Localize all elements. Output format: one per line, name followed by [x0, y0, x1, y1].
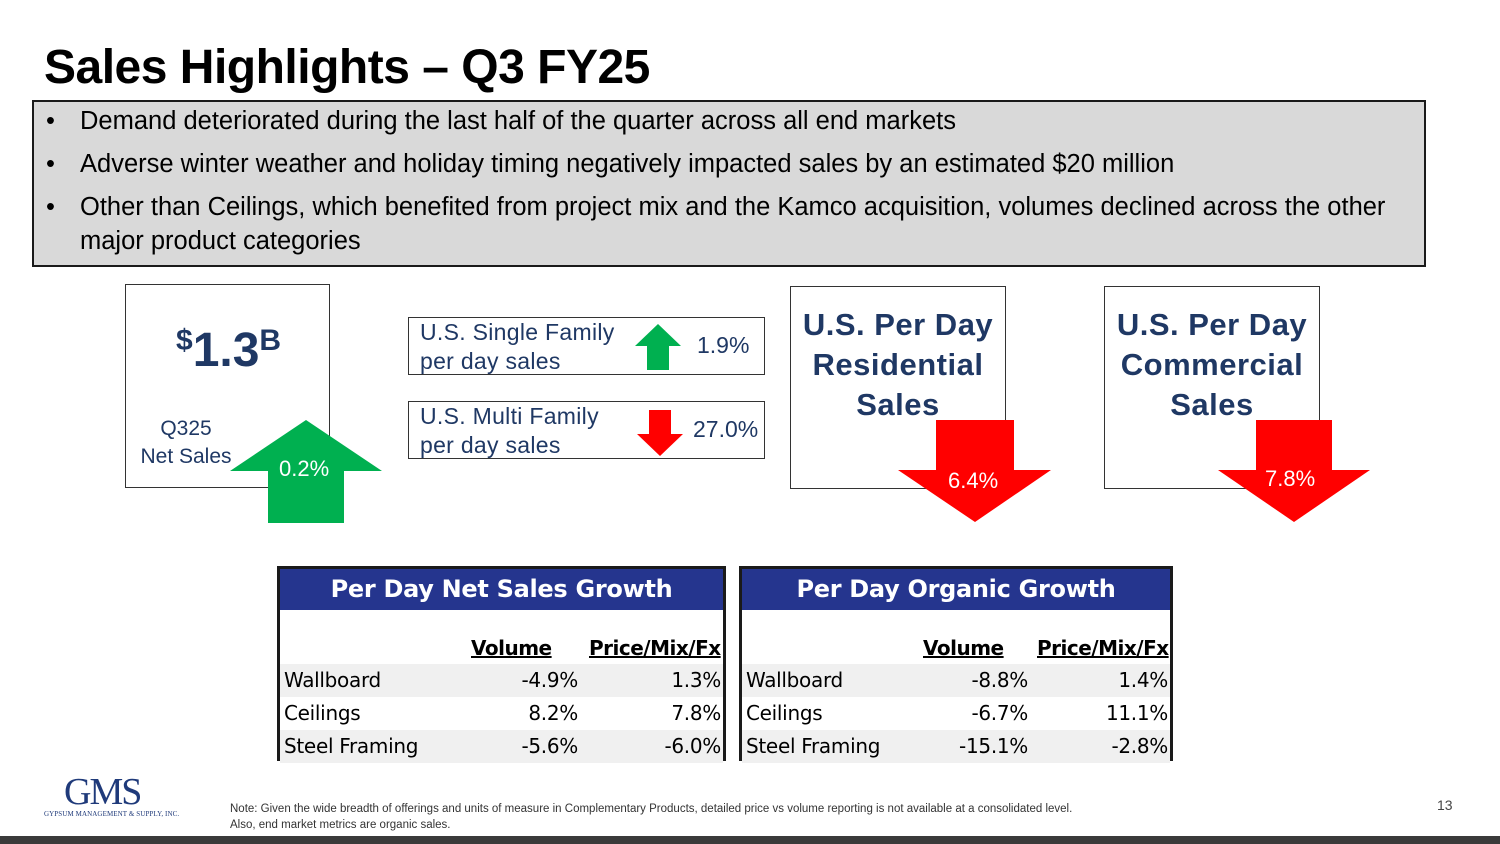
row-price: -2.8% — [1111, 734, 1168, 758]
row-volume: -8.8% — [971, 668, 1028, 692]
residential-sales-title: U.S. Per Day Residential Sales — [791, 305, 1005, 425]
residential-change: 6.4% — [948, 468, 999, 493]
bullet-icon: • — [46, 107, 55, 135]
bullet-icon: • — [46, 193, 55, 221]
footnote-line2: Also, end market metrics are organic sal… — [230, 819, 451, 831]
residential-title-line1: U.S. Per Day — [802, 307, 994, 342]
row-name: Ceilings — [746, 701, 823, 725]
net-sales-label-line1: Q325 — [160, 417, 212, 440]
logo-wordmark: GMS — [64, 771, 142, 813]
column-header-volume: Volume — [471, 636, 552, 660]
page-title: Sales Highlights – Q3 FY25 — [44, 41, 650, 94]
residential-arrow-shape — [898, 420, 1051, 522]
commercial-title-line2: Commercial — [1120, 347, 1304, 382]
row-price: 1.3% — [671, 668, 721, 692]
net-sales-arrow-shape — [230, 420, 382, 523]
row-volume: 8.2% — [528, 701, 578, 725]
bullet-text: Other than Ceilings, which benefited fro… — [80, 193, 1386, 255]
single-family-card: U.S. Single Family per day sales 1.9% — [408, 317, 765, 375]
multi-family-label: U.S. Multi Family per day sales — [420, 402, 599, 460]
multi-family-value: 27.0% — [693, 416, 759, 442]
row-name: Wallboard — [746, 668, 843, 692]
down-arrow-icon — [898, 420, 1051, 522]
multi-family-label-line1: U.S. Multi Family — [420, 403, 599, 429]
net-sales-label: Q325 Net Sales — [126, 415, 246, 471]
commercial-change: 7.8% — [1265, 466, 1316, 491]
single-family-value: 1.9% — [697, 332, 750, 358]
net-sales-card: $1.3B Q325 Net Sales — [125, 284, 330, 488]
column-header-volume: Volume — [923, 636, 1004, 660]
down-arrow-icon — [637, 410, 683, 456]
table-row: Wallboard -8.8% 1.4% — [742, 664, 1170, 697]
single-family-label: U.S. Single Family per day sales — [420, 318, 615, 376]
row-name: Ceilings — [284, 701, 361, 725]
table-row: Steel Framing -5.6% -6.0% — [280, 730, 723, 763]
residential-title-line3: Sales — [856, 387, 940, 422]
up-arrow-icon — [635, 324, 681, 370]
company-logo: GMS GYPSUM MANAGEMENT & SUPPLY, INC. — [44, 771, 184, 818]
bullet-item: • Demand deteriorated during the last ha… — [44, 104, 1414, 138]
net-sales-unit: B — [259, 324, 282, 357]
bullet-icon: • — [46, 150, 55, 178]
up-arrow-icon — [230, 420, 382, 523]
multi-family-label-line2: per day sales — [420, 432, 561, 458]
single-family-label-line1: U.S. Single Family — [420, 319, 615, 345]
table-column-headers: Volume Price/Mix/Fx — [742, 610, 1170, 664]
highlights-box: • Demand deteriorated during the last ha… — [32, 100, 1426, 267]
table-row: Ceilings 8.2% 7.8% — [280, 697, 723, 730]
logo-subtitle: GYPSUM MANAGEMENT & SUPPLY, INC. — [44, 810, 180, 818]
multi-family-card: U.S. Multi Family per day sales 27.0% — [408, 401, 765, 459]
commercial-arrow-shape — [1218, 420, 1370, 522]
commercial-title-line1: U.S. Per Day — [1116, 307, 1308, 342]
residential-sales-card: U.S. Per Day Residential Sales — [790, 286, 1006, 489]
footer-bar — [0, 836, 1500, 844]
row-volume: -15.1% — [959, 734, 1028, 758]
table-row: Wallboard -4.9% 1.3% — [280, 664, 723, 697]
table-row: Ceilings -6.7% 11.1% — [742, 697, 1170, 730]
net-sales-change: 0.2% — [279, 456, 330, 481]
row-price: 7.8% — [671, 701, 721, 725]
footnote: Note: Given the wide breadth of offering… — [230, 801, 1072, 833]
residential-title-line2: Residential — [812, 347, 984, 382]
table-row: Steel Framing -15.1% -2.8% — [742, 730, 1170, 763]
net-sales-label-line2: Net Sales — [140, 445, 232, 468]
row-name: Steel Framing — [746, 734, 881, 758]
commercial-sales-title: U.S. Per Day Commercial Sales — [1105, 305, 1319, 425]
net-sales-value: $1.3B — [176, 323, 281, 378]
row-price: -6.0% — [664, 734, 721, 758]
down-arrow-icon — [1218, 420, 1370, 522]
net-sales-growth-table: Per Day Net Sales Growth Volume Price/Mi… — [277, 566, 726, 763]
net-sales-currency: $ — [176, 324, 193, 357]
column-header-price: Price/Mix/Fx — [1037, 636, 1169, 660]
single-family-label-line2: per day sales — [420, 348, 561, 374]
table-column-headers: Volume Price/Mix/Fx — [280, 610, 723, 664]
row-price: 1.4% — [1118, 668, 1168, 692]
row-price: 11.1% — [1105, 701, 1168, 725]
bullet-item: • Other than Ceilings, which benefited f… — [44, 190, 1414, 258]
row-name: Steel Framing — [284, 734, 419, 758]
row-volume: -6.7% — [971, 701, 1028, 725]
row-name: Wallboard — [284, 668, 381, 692]
bullet-item: • Adverse winter weather and holiday tim… — [44, 147, 1414, 181]
bullet-text: Adverse winter weather and holiday timin… — [80, 150, 1175, 178]
row-volume: -4.9% — [521, 668, 578, 692]
column-header-price: Price/Mix/Fx — [589, 636, 721, 660]
row-volume: -5.6% — [521, 734, 578, 758]
table-title: Per Day Organic Growth — [742, 569, 1170, 610]
footnote-line1: Note: Given the wide breadth of offering… — [230, 803, 1073, 815]
page-number: 13 — [1437, 797, 1453, 813]
bullet-text: Demand deteriorated during the last half… — [80, 107, 956, 135]
organic-growth-table: Per Day Organic Growth Volume Price/Mix/… — [739, 566, 1173, 763]
net-sales-number: 1.3 — [192, 324, 260, 377]
commercial-title-line3: Sales — [1170, 387, 1254, 422]
table-title: Per Day Net Sales Growth — [280, 569, 723, 610]
